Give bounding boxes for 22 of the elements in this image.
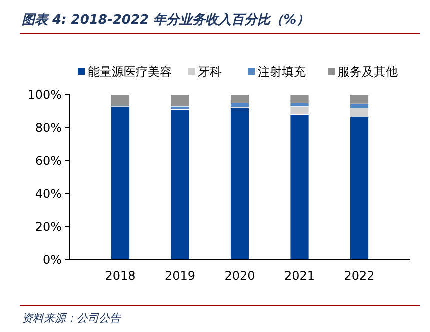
bar [290, 94, 310, 104]
legend-label: 服务及其他 [338, 65, 398, 80]
legend-label: 注射填充 [258, 65, 306, 80]
text: 资料来源：公司公告 [22, 312, 122, 325]
y-tick-label: 80% [35, 121, 62, 136]
y-tick-label: 20% [35, 220, 62, 234]
chart-title: 图表 4: 2018-2022 年分业务收入百分比（%） [22, 12, 310, 28]
bar [230, 94, 250, 104]
bar [170, 110, 190, 260]
x-tick-label: 2022 [344, 269, 375, 283]
x-tick-label: 2019 [164, 269, 196, 283]
legend-label: 牙科 [198, 65, 222, 80]
bar [350, 94, 369, 104]
x-tick-label: 2021 [284, 269, 316, 283]
y-tick-label: 60% [35, 154, 62, 168]
y-tick-label: 100% [28, 88, 62, 102]
bar [170, 94, 190, 107]
legend-label: 能量源医疗美容 [88, 65, 172, 80]
y-tick-label: 0% [42, 253, 62, 268]
y-tick-label: 40% [35, 187, 62, 202]
x-tick-label: 2020 [224, 269, 256, 283]
x-tick-label: 2018 [105, 269, 136, 283]
